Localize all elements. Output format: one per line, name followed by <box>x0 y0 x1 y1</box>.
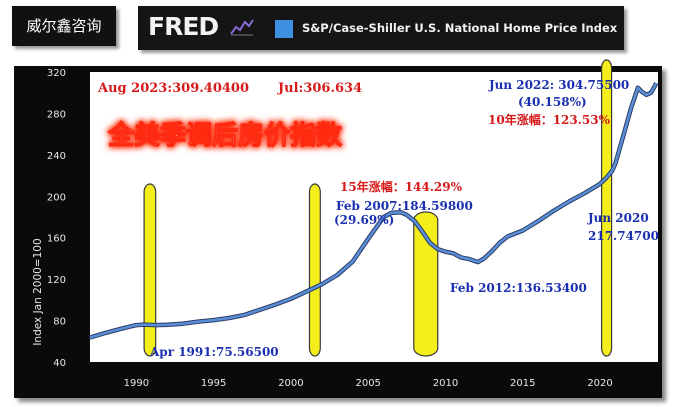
x-tick-label: 2015 <box>510 378 535 389</box>
y-tick-label: 160 <box>47 234 66 245</box>
y-tick-labels: 40 80 120 160 200 240 280 320 <box>47 68 66 369</box>
ten-year-rise-annotation: 10年涨幅：123.53% <box>488 112 611 127</box>
peak-2007-annotation: Feb 2007:184.59800 <box>336 199 473 213</box>
series-title[interactable]: S&P/Case-Shiller U.S. National Home Pric… <box>302 21 618 35</box>
fifteen-year-rise-annotation: 15年涨幅：144.29% <box>340 179 463 194</box>
y-tick-label: 120 <box>47 275 66 286</box>
recession-band <box>143 183 157 357</box>
x-axis-band <box>90 364 658 398</box>
y-tick-label: 280 <box>47 109 66 120</box>
jun-2020-value-annotation: 217.74700 <box>588 229 659 243</box>
latest-value-annotation: Aug 2023:309.40400 <box>97 81 249 96</box>
x-tick-label: 2000 <box>278 378 303 389</box>
x-tick-label: 2010 <box>433 378 458 389</box>
headline-title: 全美季调后房价指数 <box>107 120 343 151</box>
x-tick-labels: 1990 1995 2000 2005 2010 2015 2020 <box>124 378 613 389</box>
peak-2007-pct-annotation: (29.69%) <box>334 213 394 227</box>
fred-header: FRED S&P/Case-Shiller U.S. National Home… <box>138 6 624 50</box>
watermark-badge: 威尔鑫咨询 <box>12 6 116 46</box>
y-tick-label: 40 <box>53 358 66 369</box>
series-line <box>89 82 658 339</box>
jul-value-annotation: Jul:306.634 <box>277 81 362 96</box>
x-tick-label: 2005 <box>355 378 380 389</box>
peak-2022-annotation: Jun 2022: 304.75500 <box>488 78 629 92</box>
recession-band <box>308 183 321 357</box>
recession-band <box>600 59 613 357</box>
series-line-group <box>89 82 659 340</box>
recession-band <box>413 211 439 357</box>
jun-2020-annotation: Jun 2020 <box>587 211 649 225</box>
legend-swatch <box>275 20 293 38</box>
recession-bands-top <box>143 59 613 357</box>
start-1991-annotation: Apr 1991:75.56500 <box>149 345 279 359</box>
fred-logo[interactable]: FRED <box>148 12 219 41</box>
x-tick-label: 1995 <box>201 378 226 389</box>
peak-2022-pct-annotation: (40.158%) <box>518 95 587 109</box>
plot-area <box>90 72 658 362</box>
x-tick-label: 1990 <box>124 378 149 389</box>
y-tick-label: 200 <box>47 192 66 203</box>
y-tick-label: 320 <box>47 68 66 79</box>
x-tick-label: 2020 <box>587 378 612 389</box>
y-tick-label: 240 <box>47 151 66 162</box>
fred-sparkline-icon <box>230 19 254 36</box>
y-tick-label: 80 <box>53 317 66 328</box>
trough-2012-annotation: Feb 2012:136.53400 <box>450 281 587 295</box>
